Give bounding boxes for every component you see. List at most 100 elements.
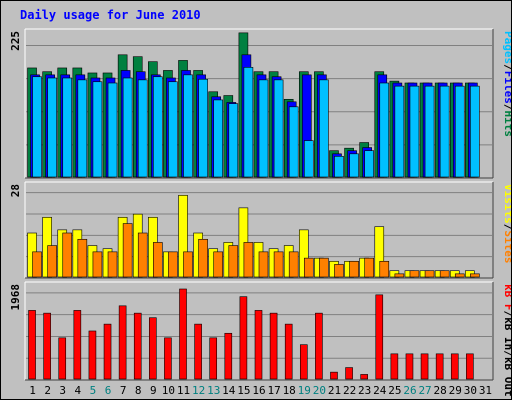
legend-visits: Visits bbox=[502, 184, 511, 224]
x-tick-label-21: 21 bbox=[328, 384, 341, 397]
bar-pages-day-23 bbox=[364, 150, 374, 178]
x-tick-label-31: 31 bbox=[479, 384, 492, 397]
bar-pages-day-30 bbox=[470, 85, 480, 178]
x-tick-label-25: 25 bbox=[388, 384, 401, 397]
x-tick-label-15: 15 bbox=[237, 384, 250, 397]
x-tick-label-26: 26 bbox=[403, 384, 416, 397]
series-legend-label: kB F/kB In/kB Out bbox=[502, 284, 511, 397]
bar-pages-day-4 bbox=[77, 79, 88, 178]
bar-pages-day-25 bbox=[394, 85, 405, 178]
bar-sites-day-22 bbox=[349, 260, 359, 278]
bar-sites-day-21 bbox=[334, 264, 344, 278]
legend-separator: / bbox=[502, 224, 511, 231]
x-tick-label-28: 28 bbox=[434, 384, 447, 397]
x-tick-label-30: 30 bbox=[464, 384, 477, 397]
series-legend-label: Pages/Files/Hits bbox=[502, 31, 511, 137]
bar-pages-day-12 bbox=[198, 78, 208, 178]
bar-sites-day-7 bbox=[122, 223, 133, 278]
legend-kb-f: kB F bbox=[502, 284, 511, 311]
x-tick-label-12: 12 bbox=[192, 384, 205, 397]
bar-sites-day-25 bbox=[394, 273, 405, 278]
x-tick-label-3: 3 bbox=[59, 384, 66, 397]
bar-sites-day-16 bbox=[258, 251, 269, 278]
bar-kb-f-day-7 bbox=[118, 305, 127, 380]
legend-kb-out: kB Out bbox=[502, 357, 511, 397]
bar-sites-day-10 bbox=[168, 251, 178, 278]
bar-sites-day-2 bbox=[47, 245, 57, 278]
bar-kb-f-day-2 bbox=[43, 312, 51, 380]
bar-sites-day-19 bbox=[303, 257, 314, 278]
bar-kb-f-day-14 bbox=[224, 332, 233, 380]
legend-files: Files bbox=[502, 71, 511, 104]
max-label: 1968 bbox=[9, 284, 22, 311]
bar-pages-day-20 bbox=[319, 79, 329, 178]
bar-pages-day-19 bbox=[303, 140, 314, 178]
bar-sites-day-14 bbox=[228, 245, 239, 278]
bar-kb-f-day-24 bbox=[375, 294, 384, 380]
legend-separator: / bbox=[502, 311, 511, 318]
bar-pages-day-29 bbox=[454, 85, 465, 178]
bar-kb-f-day-11 bbox=[179, 288, 187, 380]
bar-sites-day-17 bbox=[273, 251, 284, 278]
x-tick-label-9: 9 bbox=[150, 384, 157, 397]
legend-separator: / bbox=[502, 350, 511, 357]
bar-pages-day-18 bbox=[288, 106, 299, 178]
x-tick-label-6: 6 bbox=[105, 384, 112, 397]
x-tick-label-23: 23 bbox=[358, 384, 371, 397]
chart-title: Daily usage for June 2010 bbox=[20, 8, 201, 22]
bar-kb-f-day-6 bbox=[103, 323, 112, 380]
bar-visits-day-11 bbox=[178, 194, 188, 278]
bar-kb-f-day-27 bbox=[420, 353, 429, 380]
bar-kb-f-day-8 bbox=[133, 312, 142, 380]
bar-kb-f-day-21 bbox=[330, 371, 338, 380]
bar-pages-day-2 bbox=[47, 77, 57, 178]
x-tick-label-2: 2 bbox=[44, 384, 51, 397]
bar-sites-day-26 bbox=[409, 270, 420, 278]
bar-sites-day-1 bbox=[32, 251, 42, 278]
legend-hits: Hits bbox=[502, 111, 511, 138]
bar-sites-day-4 bbox=[77, 238, 88, 278]
bar-kb-f-day-19 bbox=[299, 344, 308, 380]
bar-sites-day-12 bbox=[198, 238, 208, 278]
bar-kb-f-day-4 bbox=[73, 310, 82, 380]
x-tick-label-17: 17 bbox=[267, 384, 280, 397]
bar-sites-day-29 bbox=[454, 273, 465, 278]
bar-sites-day-27 bbox=[424, 270, 435, 278]
bar-kb-f-day-29 bbox=[450, 353, 459, 380]
bar-kb-f-day-3 bbox=[58, 337, 67, 380]
bar-sites-day-20 bbox=[319, 257, 329, 278]
bar-kb-f-day-18 bbox=[284, 323, 293, 380]
x-tick-label-13: 13 bbox=[207, 384, 220, 397]
x-tick-label-8: 8 bbox=[135, 384, 142, 397]
bar-kb-f-day-28 bbox=[435, 353, 444, 380]
bar-pages-day-10 bbox=[168, 81, 178, 178]
bar-pages-day-5 bbox=[92, 81, 103, 178]
bar-kb-f-day-12 bbox=[194, 323, 202, 380]
legend-separator: / bbox=[502, 64, 511, 71]
bar-pages-day-26 bbox=[409, 85, 420, 178]
x-tick-label-24: 24 bbox=[373, 384, 387, 397]
bar-visits-day-24 bbox=[374, 226, 385, 278]
bar-pages-day-8 bbox=[137, 79, 148, 178]
bar-pages-day-28 bbox=[439, 85, 450, 178]
bar-kb-f-day-23 bbox=[360, 374, 368, 380]
bar-kb-f-day-30 bbox=[466, 353, 474, 380]
x-tick-label-4: 4 bbox=[75, 384, 82, 397]
panel-kb: 1968 kB F/kB In/kB Out bbox=[9, 281, 511, 397]
x-tick-label-10: 10 bbox=[162, 384, 175, 397]
bar-sites-day-30 bbox=[470, 273, 480, 278]
bar-pages-day-9 bbox=[153, 76, 163, 178]
bar-pages-day-3 bbox=[62, 77, 73, 178]
bar-kb-f-day-9 bbox=[149, 317, 157, 380]
x-tick-label-27: 27 bbox=[418, 384, 431, 397]
bar-sites-day-15 bbox=[243, 242, 254, 278]
x-tick-label-11: 11 bbox=[177, 384, 190, 397]
bar-pages-day-21 bbox=[334, 156, 344, 178]
bar-sites-day-3 bbox=[62, 232, 73, 278]
x-tick-label-18: 18 bbox=[283, 384, 296, 397]
bar-kb-f-day-25 bbox=[390, 353, 399, 380]
bar-kb-f-day-16 bbox=[254, 310, 263, 380]
bar-pages-day-27 bbox=[424, 85, 435, 178]
